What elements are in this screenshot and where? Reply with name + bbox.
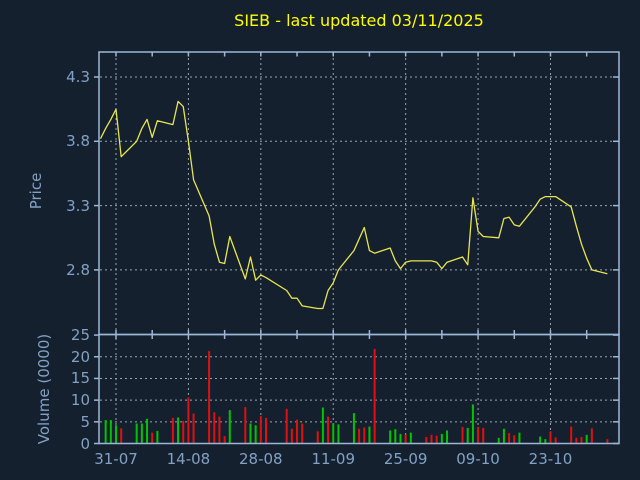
price-axis-label: Price (27, 172, 45, 210)
volume-bar (590, 428, 593, 444)
volume-bar (482, 427, 485, 444)
volume-bar (435, 435, 438, 444)
volume-bar (109, 420, 112, 444)
volume-bar (244, 407, 247, 444)
volume-tick-label: 5 (80, 412, 90, 431)
volume-bar (285, 408, 288, 444)
volume-bar (554, 437, 557, 444)
volume-bar (497, 437, 500, 444)
volume-bar (580, 436, 583, 444)
volume-tick-label: 25 (70, 326, 90, 345)
volume-bar (461, 427, 464, 444)
volume-bar (321, 407, 324, 444)
volume-bar (477, 427, 480, 444)
volume-bar (332, 423, 335, 444)
volume-bar (218, 416, 221, 444)
price-tick-label: 4.3 (66, 68, 90, 86)
volume-bar (254, 425, 257, 444)
volume-bar (539, 436, 542, 444)
volume-bar (259, 416, 262, 444)
volume-bar (404, 434, 407, 444)
volume-bar (115, 425, 117, 444)
volume-bar (187, 397, 190, 444)
volume-bar (135, 423, 138, 444)
date-tick-label: 23-10 (528, 450, 573, 468)
volume-bar (575, 437, 578, 444)
volume-bar (394, 429, 397, 444)
volume-bar (549, 431, 552, 444)
volume-bar (301, 423, 304, 444)
volume-bar (104, 420, 107, 444)
volume-bar (518, 432, 521, 444)
volume-plot-border (98, 333, 620, 445)
volume-bar (316, 431, 319, 444)
volume-bar (264, 417, 267, 444)
volume-bar (228, 410, 231, 444)
volume-bar (389, 430, 392, 444)
volume-bar (430, 434, 433, 444)
volume-bar (337, 424, 340, 444)
volume-bar (466, 427, 469, 444)
volume-bar (399, 433, 402, 444)
volume-bar (223, 436, 226, 444)
price-tick-label: 3.3 (66, 196, 90, 215)
price-plot-border (98, 51, 620, 336)
volume-bar (120, 428, 123, 444)
volume-bar (358, 428, 361, 444)
volume-bar (508, 433, 511, 444)
volume-bar (290, 428, 293, 444)
volume-bar (296, 419, 299, 444)
volume-bar (249, 423, 252, 444)
date-tick-label: 25-09 (383, 450, 428, 468)
volume-tick-label: 20 (70, 347, 90, 366)
date-tick-label: 31-07 (94, 450, 138, 468)
volume-bar (140, 423, 143, 444)
volume-bar (213, 412, 216, 444)
volume-bar (471, 404, 474, 444)
volume-bar (363, 427, 366, 444)
price-tick-label: 2.8 (66, 260, 90, 279)
volume-bar (425, 436, 428, 444)
volume-bar (146, 418, 149, 444)
volume-bar (327, 416, 330, 444)
volume-tick-label: 15 (70, 369, 90, 388)
volume-bar (182, 420, 185, 444)
date-tick-label: 11-09 (311, 450, 356, 468)
volume-bar (570, 426, 573, 444)
volume-bar (606, 439, 609, 444)
volume-bar (177, 417, 180, 444)
volume-bar (368, 426, 371, 444)
volume-bar (544, 439, 547, 444)
volume-bar (352, 413, 355, 444)
volume-bar (409, 432, 412, 444)
price-tick-label: 3.8 (66, 132, 90, 151)
date-tick-label: 14-08 (166, 450, 211, 468)
date-tick-label: 28-08 (239, 450, 283, 468)
volume-bar (502, 428, 505, 444)
volume-bar (156, 430, 159, 444)
volume-bar (192, 413, 195, 444)
volume-bar (171, 417, 174, 444)
volume-bar (373, 348, 376, 444)
volume-bar (208, 351, 211, 444)
chart-title: SIEB - last updated 03/11/2025 (234, 11, 484, 30)
volume-bar (440, 433, 443, 444)
volume-axis-label: Volume (0000) (35, 333, 53, 445)
volume-bar (151, 432, 154, 444)
volume-tick-label: 10 (70, 391, 90, 410)
price-line (99, 100, 608, 310)
volume-bar (446, 430, 449, 444)
volume-bar (513, 435, 516, 444)
date-tick-label: 09-10 (456, 450, 500, 468)
volume-tick-label: 0 (80, 434, 90, 453)
volume-bar (585, 434, 588, 444)
